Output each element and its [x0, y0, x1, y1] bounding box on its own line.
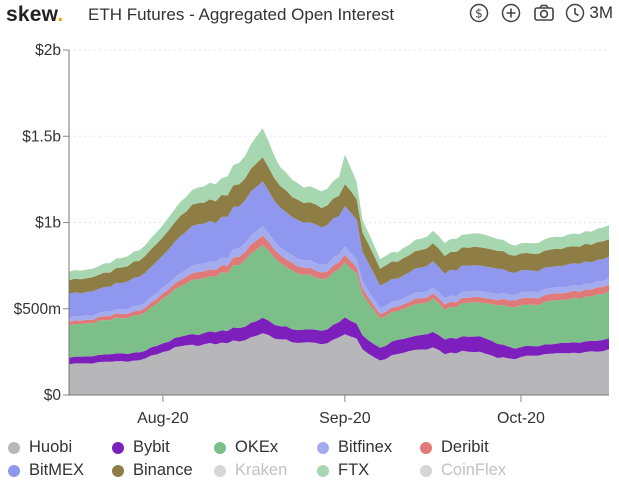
legend-item-bitmex[interactable]: BitMEX [8, 461, 84, 480]
legend-item-ftx[interactable]: FTX [317, 461, 369, 480]
brand-logo[interactable]: skew. [6, 3, 64, 26]
legend-item-deribit[interactable]: Deribit [420, 438, 489, 457]
range-selector[interactable]: 3M [565, 3, 613, 23]
legend-item-bybit[interactable]: Bybit [112, 438, 170, 457]
legend-item-kraken[interactable]: Kraken [214, 461, 287, 480]
series-area-bybit [69, 317, 609, 365]
legend-swatch-okex [214, 441, 226, 454]
series-area-binance [69, 157, 609, 294]
y-tick-label: $500m [14, 301, 61, 318]
legend-swatch-coinflex [420, 464, 432, 477]
open-interest-chart: $0 $500m $1b $1.5b $2b Aug-20 Sep-20 Oct-20 [14, 42, 609, 427]
series-area-bitmex [69, 181, 609, 318]
series-area-deribit [69, 235, 609, 326]
clock-icon [565, 3, 585, 23]
y-tick-label: $1b [35, 215, 61, 232]
series-area-huobi [69, 333, 609, 395]
legend-swatch-binance [112, 464, 124, 477]
toolbar: $ 3M [469, 3, 613, 23]
legend-swatch-huobi [8, 441, 20, 454]
x-tick-label: Sep-20 [319, 410, 371, 427]
plus-icon[interactable] [501, 3, 521, 23]
y-tick-label: $0 [44, 387, 62, 404]
header-bar: skew. ETH Futures - Aggregated Open Inte… [0, 0, 619, 30]
legend-swatch-bitfinex [317, 441, 329, 454]
range-label: 3M [589, 3, 613, 22]
series-area-okex [69, 244, 609, 358]
dollar-icon[interactable]: $ [469, 3, 489, 23]
series-area-ftx [69, 128, 609, 281]
legend-swatch-ftx [317, 464, 329, 477]
legend-item-bitfinex[interactable]: Bitfinex [317, 438, 392, 457]
legend-swatch-bitmex [8, 464, 20, 477]
legend-swatch-kraken [214, 464, 226, 477]
legend-swatch-deribit [420, 441, 432, 454]
chart-title: ETH Futures - Aggregated Open Interest [88, 5, 395, 24]
y-tick-label: $1.5b [22, 128, 61, 145]
camera-icon[interactable] [533, 3, 555, 23]
legend-item-binance[interactable]: Binance [112, 461, 193, 480]
series-area-bitfinex [69, 226, 609, 322]
svg-text:$: $ [476, 7, 484, 21]
legend-item-coinflex[interactable]: CoinFlex [420, 461, 506, 480]
x-tick-label: Aug-20 [137, 410, 189, 427]
legend-item-okex[interactable]: OKEx [214, 438, 278, 457]
legend-row-1: Huobi Bybit OKEx Bitfinex Deribit [0, 438, 619, 460]
x-tick-label: Oct-20 [497, 410, 545, 427]
y-tick-label: $2b [35, 42, 61, 59]
legend-row-2: BitMEX Binance Kraken FTX CoinFlex [0, 461, 619, 483]
legend-item-huobi[interactable]: Huobi [8, 438, 72, 457]
legend-swatch-bybit [112, 441, 124, 454]
